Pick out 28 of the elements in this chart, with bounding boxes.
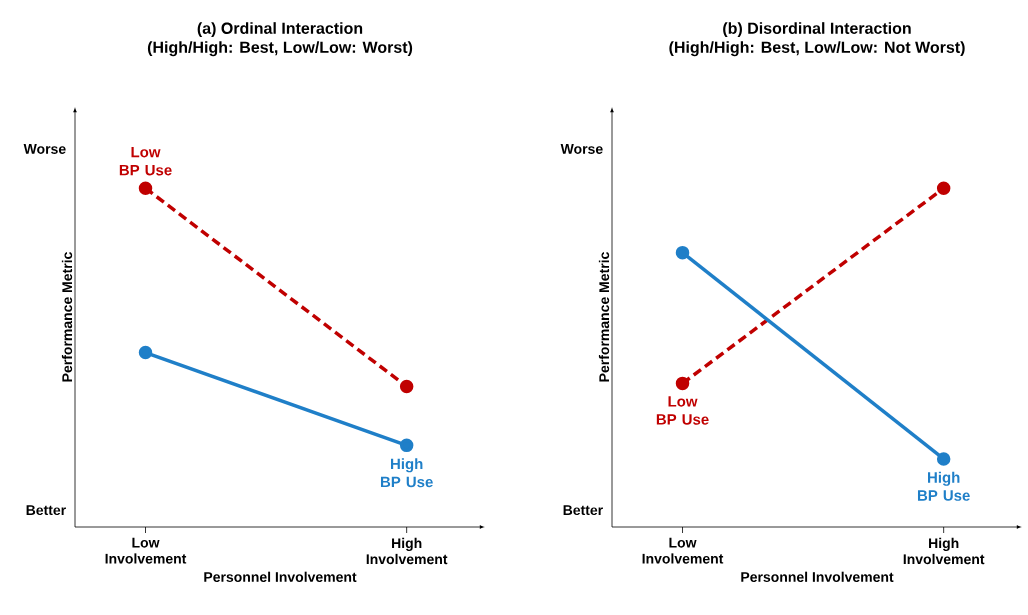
- series-label: Low BP Use: [656, 396, 709, 425]
- x-tick-label: High Involvement: [366, 537, 448, 565]
- series-label: Low BP Use: [119, 146, 172, 176]
- chart-subtitle: (High/High: Best, Low/Low: Worst): [147, 41, 413, 57]
- text: Better: [563, 505, 603, 516]
- point: [399, 438, 414, 453]
- point: [138, 181, 153, 196]
- x-tick-label: Low Involvement: [642, 537, 724, 564]
- chart-title: (a) Ordinal Interaction: [197, 22, 363, 38]
- y-axis-title: Performance Metric: [61, 252, 73, 382]
- chart-subtitle: (High/High: Best, Low/Low: Not Worst): [669, 41, 965, 57]
- point: [936, 181, 951, 196]
- point: [936, 452, 951, 466]
- text: Worse: [560, 144, 603, 154]
- x-axis-title: Personnel Involvement: [204, 571, 357, 582]
- y-axis-title: Performance Metric: [598, 252, 610, 382]
- x-tick-label: Low Involvement: [105, 537, 187, 564]
- text: Better: [26, 505, 66, 516]
- point: [675, 245, 690, 260]
- chart-title: (b) Disordinal Interaction: [723, 22, 911, 38]
- series-label: High BP Use: [380, 458, 433, 488]
- point: [675, 376, 690, 391]
- series-label: High BP Use: [917, 471, 970, 501]
- x-tick-label: High Involvement: [903, 537, 985, 565]
- text: Worse: [23, 144, 66, 154]
- point: [138, 345, 153, 360]
- point: [399, 379, 414, 394]
- x-axis-title: Personnel Involvement: [741, 571, 894, 582]
